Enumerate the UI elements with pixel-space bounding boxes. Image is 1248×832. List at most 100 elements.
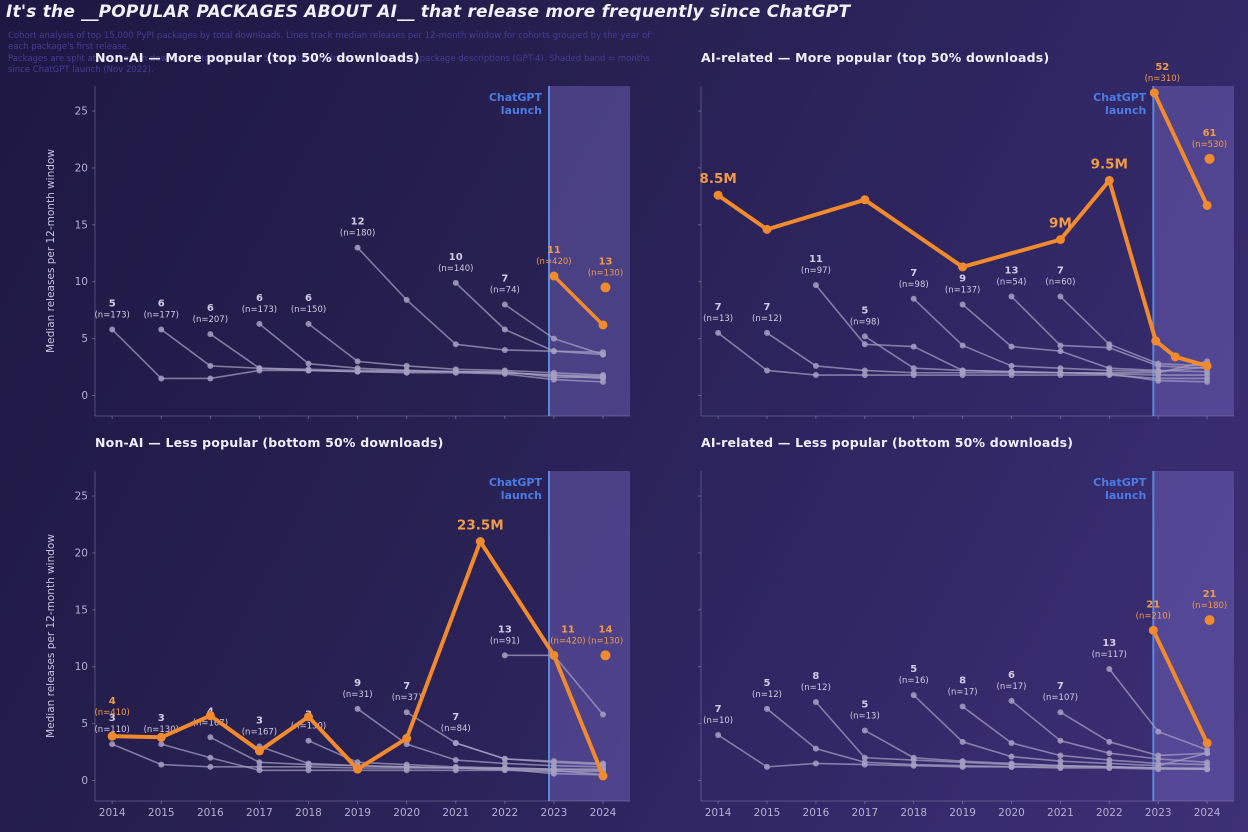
svg-text:0: 0	[81, 775, 88, 787]
svg-text:(n=167): (n=167)	[242, 727, 277, 737]
svg-text:ChatGPT: ChatGPT	[1093, 91, 1147, 104]
svg-text:0: 0	[81, 390, 88, 402]
svg-text:2022: 2022	[491, 807, 518, 819]
svg-text:(n=117): (n=117)	[1092, 650, 1127, 660]
svg-text:2019: 2019	[949, 807, 976, 819]
svg-text:21: 21	[1203, 589, 1217, 600]
svg-text:2018: 2018	[900, 807, 927, 819]
svg-text:23.5M: 23.5M	[457, 518, 504, 534]
chart-panel-nonai-lesspopular: Non-AI — Less popular (bottom 50% downlo…	[40, 435, 640, 832]
svg-text:9: 9	[959, 273, 966, 284]
svg-text:2017: 2017	[246, 807, 273, 819]
svg-text:7: 7	[715, 302, 722, 313]
svg-text:(n=54): (n=54)	[997, 278, 1027, 288]
svg-text:2015: 2015	[754, 807, 781, 819]
svg-text:7: 7	[452, 712, 459, 723]
svg-text:11: 11	[809, 254, 823, 265]
svg-text:Median releases per 12-month w: Median releases per 12-month window	[45, 149, 57, 353]
svg-text:7: 7	[403, 681, 410, 692]
svg-text:5: 5	[109, 299, 116, 310]
svg-text:(n=167): (n=167)	[193, 718, 228, 728]
svg-text:2014: 2014	[99, 807, 126, 819]
chart-canvas-nonai-lesspopular: 2014 2015 2016 2017 2018 2019 2020 2021 2022 2023…	[45, 471, 630, 819]
svg-text:7: 7	[1057, 681, 1064, 692]
svg-text:(n=12): (n=12)	[752, 314, 782, 324]
svg-text:7: 7	[910, 268, 917, 279]
page-title: It's the __POPULAR PACKAGES ABOUT AI__ t…	[6, 2, 851, 22]
svg-text:(n=13): (n=13)	[703, 314, 733, 324]
svg-text:25: 25	[75, 106, 88, 118]
svg-text:12: 12	[351, 217, 365, 228]
svg-text:(n=91): (n=91)	[490, 636, 520, 646]
svg-text:5: 5	[764, 678, 771, 689]
svg-text:(n=74): (n=74)	[490, 285, 520, 295]
svg-text:(n=180): (n=180)	[1192, 601, 1227, 611]
svg-text:6: 6	[158, 299, 165, 310]
svg-text:2017: 2017	[851, 807, 878, 819]
svg-text:(n=173): (n=173)	[94, 311, 129, 321]
svg-text:(n=84): (n=84)	[441, 724, 471, 734]
svg-text:8: 8	[959, 676, 966, 687]
svg-text:7: 7	[501, 273, 508, 284]
svg-text:(n=130): (n=130)	[144, 725, 179, 735]
svg-text:2021: 2021	[1047, 807, 1074, 819]
svg-text:6: 6	[1008, 670, 1015, 681]
svg-text:(n=210): (n=210)	[1136, 611, 1171, 621]
svg-text:(n=31): (n=31)	[343, 690, 373, 700]
svg-text:25: 25	[75, 491, 88, 503]
svg-text:3: 3	[109, 713, 116, 724]
svg-text:2020: 2020	[393, 807, 420, 819]
svg-text:(n=98): (n=98)	[899, 280, 929, 290]
svg-text:13: 13	[1102, 638, 1116, 649]
svg-text:(n=107): (n=107)	[1043, 693, 1078, 703]
svg-text:launch: launch	[1105, 104, 1146, 117]
svg-text:2020: 2020	[998, 807, 1025, 819]
svg-text:(n=410): (n=410)	[94, 708, 129, 718]
svg-text:8.5M: 8.5M	[699, 171, 736, 187]
chart-title: AI-related — Less popular (bottom 50% do…	[701, 435, 1074, 450]
svg-text:15: 15	[75, 604, 88, 616]
svg-text:(n=150): (n=150)	[291, 722, 326, 732]
svg-text:(n=12): (n=12)	[752, 690, 782, 700]
svg-text:launch: launch	[501, 104, 542, 117]
svg-text:2016: 2016	[197, 807, 224, 819]
page-subtitle-line-1: Cohort analysis of top 15,000 PyPI packa…	[8, 31, 651, 53]
svg-text:2024: 2024	[590, 807, 617, 819]
svg-text:7: 7	[1057, 266, 1064, 277]
svg-text:(n=310): (n=310)	[1145, 74, 1180, 84]
svg-text:20: 20	[75, 547, 88, 559]
chart-panel-ai-lesspopular: AI-related — Less popular (bottom 50% do…	[685, 435, 1248, 832]
svg-text:2024: 2024	[1194, 807, 1221, 819]
svg-text:10: 10	[75, 276, 88, 288]
svg-text:5: 5	[861, 699, 868, 710]
svg-text:5: 5	[910, 664, 917, 675]
svg-text:5: 5	[861, 305, 868, 316]
svg-text:Median releases per 12-month w: Median releases per 12-month window	[45, 534, 57, 738]
svg-text:21: 21	[1146, 599, 1160, 610]
svg-text:(n=37): (n=37)	[392, 693, 422, 703]
svg-text:(n=173): (n=173)	[242, 305, 277, 315]
svg-text:(n=420): (n=420)	[536, 257, 571, 267]
svg-text:5: 5	[81, 718, 88, 730]
svg-text:ChatGPT: ChatGPT	[1093, 476, 1147, 489]
svg-text:(n=530): (n=530)	[1192, 140, 1227, 150]
svg-text:10: 10	[75, 661, 88, 673]
svg-text:(n=140): (n=140)	[438, 264, 473, 274]
chart-canvas-ai-lesspopular: 2014 2015 2016 2017 2018 2019 2020 2021 2022 2023…	[698, 471, 1234, 819]
chart-title: Non-AI — More popular (top 50% downloads…	[95, 50, 420, 65]
svg-text:9: 9	[354, 678, 361, 689]
svg-text:(n=12): (n=12)	[801, 683, 831, 693]
svg-text:4: 4	[109, 696, 116, 707]
svg-text:(n=207): (n=207)	[193, 315, 228, 325]
svg-text:(n=97): (n=97)	[801, 266, 831, 276]
svg-text:(n=130): (n=130)	[588, 268, 623, 278]
svg-text:14: 14	[598, 624, 612, 635]
svg-text:ChatGPT: ChatGPT	[489, 476, 543, 489]
svg-text:2016: 2016	[803, 807, 830, 819]
page-subtitle-line-2: Packages are split at the median downloa…	[8, 53, 650, 76]
chart-canvas-nonai-popular: 0 5 10 15 20 25 Median releases per 12-month w…	[45, 86, 630, 419]
svg-text:(n=13): (n=13)	[850, 711, 880, 721]
svg-text:7: 7	[764, 302, 771, 313]
svg-text:ChatGPT: ChatGPT	[489, 91, 543, 104]
svg-text:9.5M: 9.5M	[1091, 156, 1128, 172]
